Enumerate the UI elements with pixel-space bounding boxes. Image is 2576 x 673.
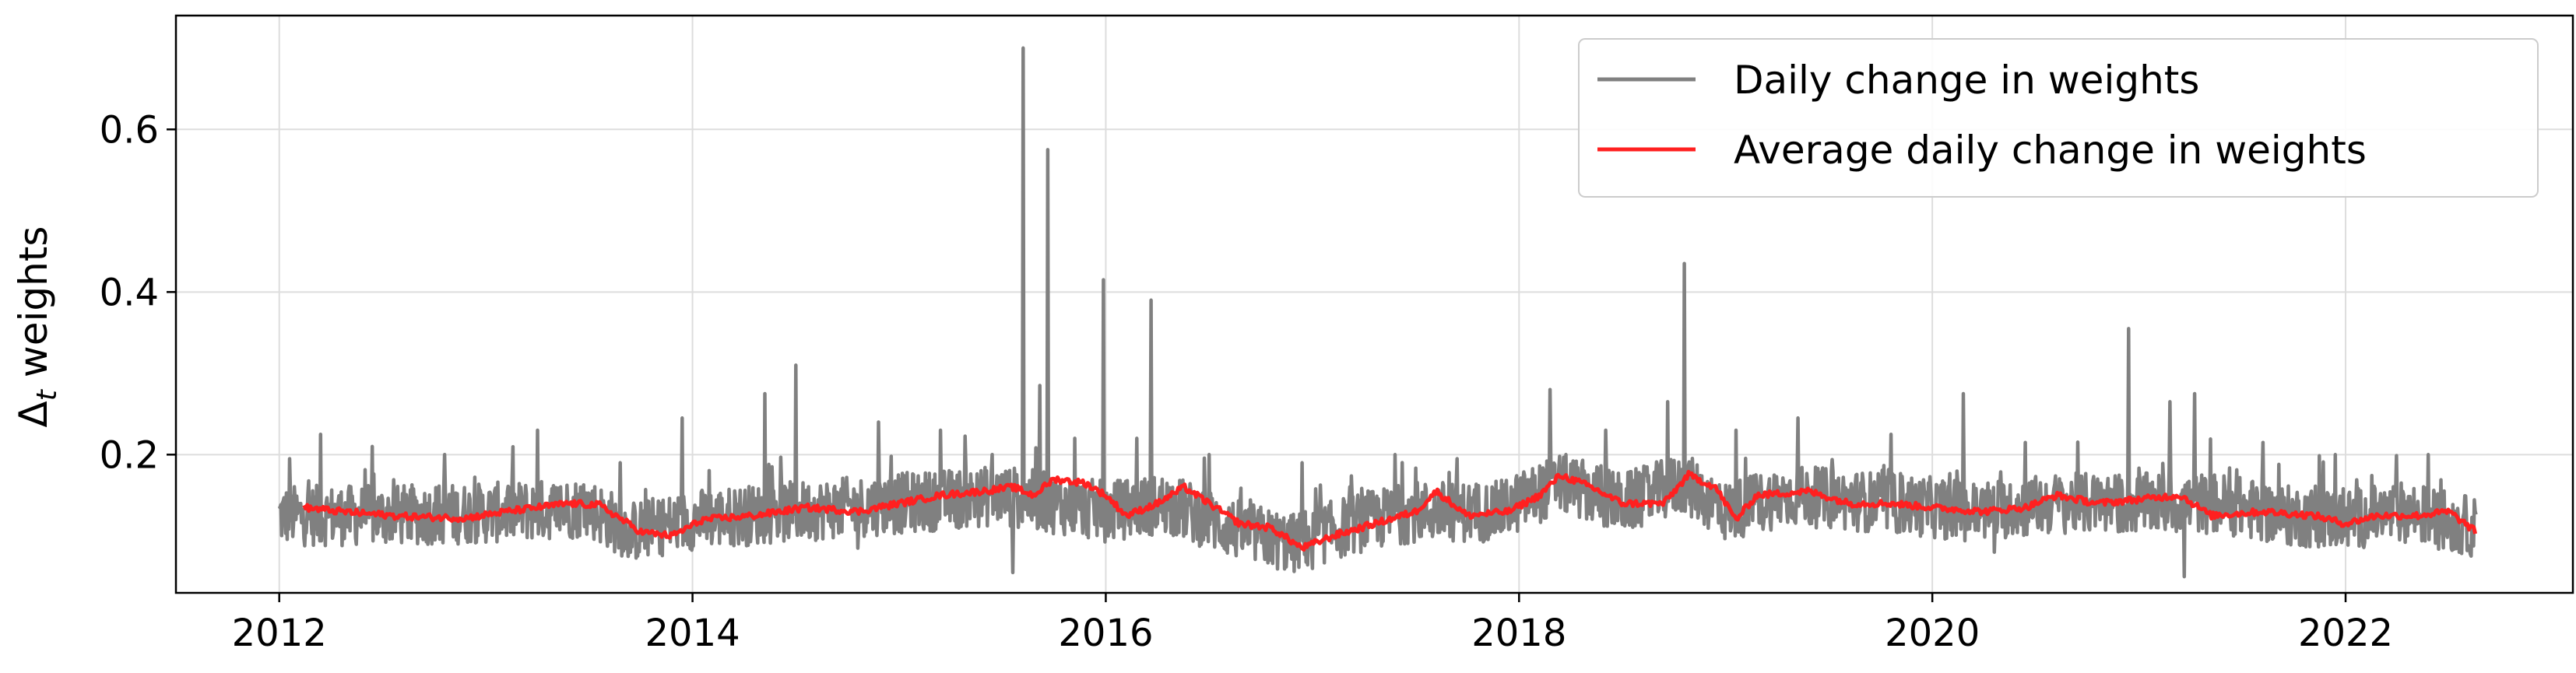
legend: Daily change in weights Average daily ch… bbox=[1578, 38, 2539, 198]
average-daily-change-line bbox=[302, 469, 2478, 552]
x-tick-label: 2016 bbox=[1058, 612, 1153, 655]
daily-change-line bbox=[277, 46, 2478, 579]
legend-label-daily: Daily change in weights bbox=[1734, 58, 2199, 103]
x-tick-label: 2020 bbox=[1885, 612, 1980, 655]
y-tick-label: 0.6 bbox=[100, 108, 159, 152]
x-tick-label: 2022 bbox=[2298, 612, 2393, 655]
x-tick-label: 2018 bbox=[1471, 612, 1566, 655]
plot-frame bbox=[174, 14, 2574, 594]
y-tick-label: 0.4 bbox=[100, 271, 159, 314]
x-tick-label: 2014 bbox=[645, 612, 740, 655]
legend-box bbox=[1578, 38, 2539, 198]
legend-label-average: Average daily change in weights bbox=[1734, 128, 2367, 173]
y-axis: 0.2 0.4 0.6 bbox=[100, 108, 176, 477]
x-axis: 2012 2014 2016 2018 2020 2022 bbox=[232, 593, 2393, 655]
series-average-daily-change bbox=[302, 469, 2478, 552]
y-axis-label: Δt weights bbox=[11, 226, 63, 428]
x-tick-label: 2012 bbox=[232, 612, 327, 655]
y-tick-label: 0.2 bbox=[100, 433, 159, 477]
series-daily-change bbox=[277, 46, 2478, 579]
